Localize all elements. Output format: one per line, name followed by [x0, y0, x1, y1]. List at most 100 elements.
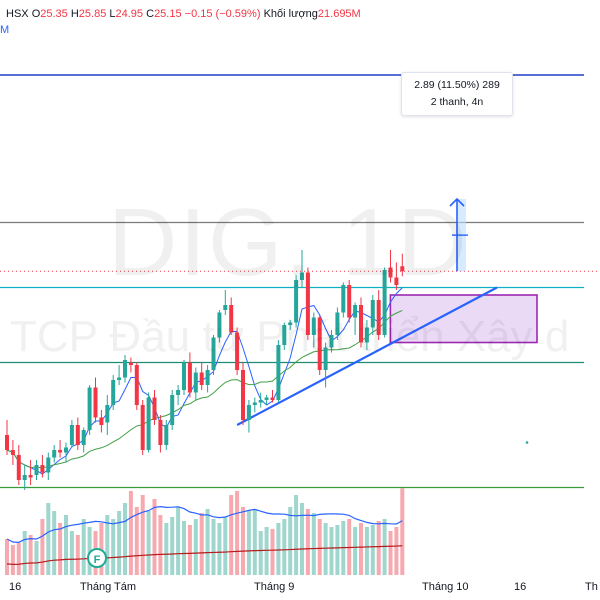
ma-fast-line	[6, 287, 403, 475]
measure-arrow-head	[449, 197, 465, 207]
candle	[69, 420, 74, 448]
candle-body	[34, 465, 39, 475]
volume-bar	[193, 519, 198, 575]
volume-bar	[276, 523, 281, 575]
close-value: 25.15	[154, 8, 182, 20]
volume-bar	[400, 488, 405, 575]
volume-bar	[152, 499, 157, 575]
candle	[134, 362, 139, 410]
candle-body	[329, 335, 334, 348]
volume-bar	[388, 531, 393, 575]
indicator-legend-letter[interactable]: M	[0, 24, 10, 36]
volume-bar	[187, 525, 192, 575]
candle	[341, 282, 346, 318]
volume-bar	[5, 539, 9, 575]
volume-bar	[182, 521, 186, 575]
candle-body	[317, 317, 322, 370]
candle	[370, 295, 375, 335]
candle-body	[46, 457, 51, 473]
candle	[40, 455, 45, 478]
volume-bar	[123, 503, 127, 575]
candle-body	[170, 395, 175, 425]
candle-body	[382, 270, 387, 335]
candles-layer	[5, 250, 405, 490]
volume-bar	[134, 507, 139, 575]
volume-value: 21.695M	[317, 8, 361, 20]
volume-bar	[294, 495, 299, 575]
candle-body	[359, 305, 363, 343]
candle	[170, 390, 175, 430]
candle	[353, 302, 358, 335]
candle-body	[347, 285, 352, 318]
candle-body	[264, 397, 269, 400]
candle-body	[99, 417, 104, 425]
candle-body	[223, 305, 228, 310]
volume-bar	[211, 519, 216, 575]
moving-averages	[6, 287, 403, 475]
candle	[87, 385, 92, 435]
candle-body	[140, 405, 145, 450]
time-axis[interactable]: 16 Tháng Tám Tháng 9 Tháng 10 16 Th	[0, 578, 600, 600]
volume-bar	[146, 511, 151, 575]
candle-body	[311, 317, 316, 335]
candle-body	[211, 337, 216, 370]
candle	[46, 452, 51, 480]
exchange-label: HSX	[6, 8, 29, 20]
volume-bar	[258, 531, 263, 575]
event-badge[interactable]: F	[87, 548, 107, 568]
candle-body	[93, 387, 98, 418]
candle-body	[123, 360, 127, 378]
candle-body	[335, 312, 340, 335]
candle	[317, 315, 322, 375]
volume-bar	[28, 535, 33, 575]
volume-ma-line	[6, 505, 403, 543]
candle-body	[305, 272, 310, 335]
candle-body	[87, 387, 92, 430]
candle-body	[370, 300, 375, 328]
candle-body	[235, 332, 240, 370]
volume-layer	[5, 488, 405, 575]
candle	[258, 392, 263, 408]
candle-body	[246, 405, 251, 420]
volume-bar	[205, 509, 210, 575]
candle-body	[394, 277, 399, 285]
candle	[199, 362, 204, 390]
volume-bar	[246, 511, 251, 575]
candle	[388, 250, 393, 283]
x-axis-label: 16	[514, 581, 527, 593]
ma-slow-line	[6, 309, 403, 469]
drawings-layer	[236, 197, 538, 444]
candle	[223, 290, 228, 315]
candle	[364, 320, 369, 350]
candle-body	[323, 347, 328, 370]
candle-body	[16, 455, 21, 480]
volume-bar	[305, 509, 310, 575]
volume-bar	[128, 491, 133, 575]
volume-bar	[252, 509, 257, 575]
candle	[182, 360, 186, 395]
candle-body	[353, 305, 358, 318]
x-axis-label: Tháng 9	[254, 581, 295, 593]
candle-body	[134, 365, 139, 405]
candle	[111, 375, 116, 410]
candle-body	[199, 372, 204, 385]
marker-dot	[525, 441, 529, 444]
candle	[229, 297, 234, 335]
candle-body	[52, 450, 57, 458]
candle-body	[276, 345, 281, 400]
volume-bar	[64, 515, 68, 575]
candle-body	[81, 430, 86, 445]
candle-body	[300, 272, 304, 280]
volume-bar	[69, 531, 74, 575]
candle	[329, 330, 334, 353]
volume-bar	[311, 513, 316, 575]
candle-body	[69, 425, 74, 445]
candle-body	[28, 475, 33, 478]
volume-bar	[75, 535, 80, 575]
volume-bar	[16, 543, 21, 575]
high-key: H	[70, 8, 79, 20]
candle	[400, 253, 405, 277]
ohlc-legend: HSX O25.35 H25.85 L24.95 C25.15 −0.15 (−…	[6, 8, 361, 20]
candle-body	[40, 465, 45, 473]
